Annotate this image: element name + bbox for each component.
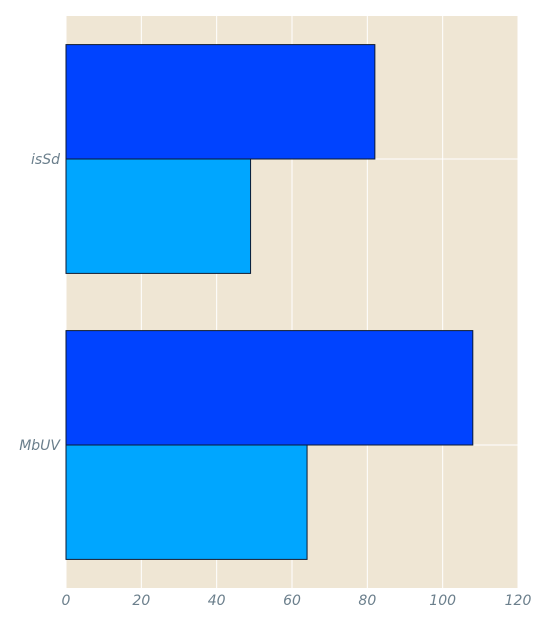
category-axis: isSd MbUV (19, 152, 61, 454)
category-label-isSd: isSd (31, 152, 60, 168)
x-tick-label-20: 20 (132, 593, 150, 609)
bar-MbUV-series-1 (65, 330, 474, 446)
x-tick-label-40: 40 (208, 593, 226, 609)
bar-MbUV-series-2 (65, 444, 308, 560)
bar-isSd-series-1 (65, 44, 376, 160)
x-tick-label-80: 80 (358, 593, 376, 609)
x-tick-label-0: 0 (62, 593, 71, 609)
x-tick-label-100: 100 (429, 593, 456, 609)
x-tick-label-60: 60 (283, 593, 301, 609)
category-label-MbUV: MbUV (19, 438, 61, 454)
bar-isSd-series-2 (65, 158, 252, 274)
value-axis: 0 20 40 60 80 100 120 (62, 593, 532, 609)
x-tick-label-120: 120 (505, 593, 532, 609)
bars (65, 44, 474, 560)
